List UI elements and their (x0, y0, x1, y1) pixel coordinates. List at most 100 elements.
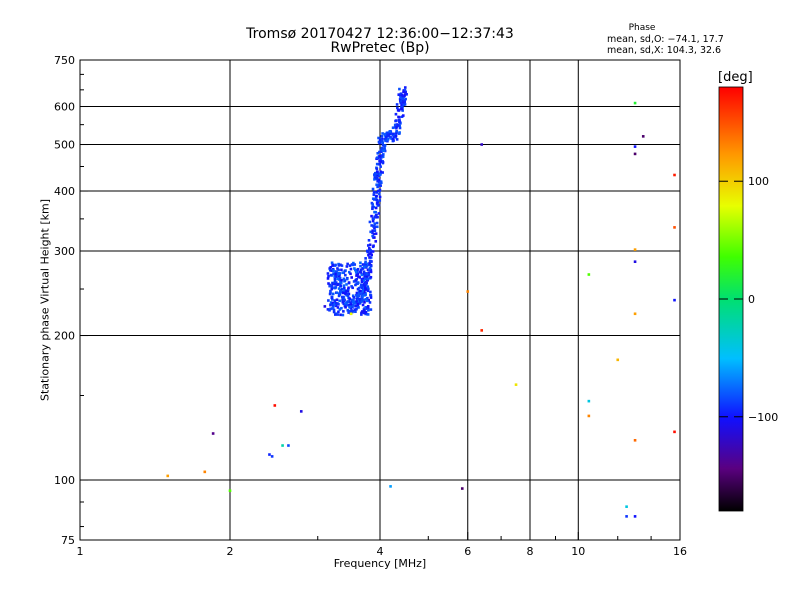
x-tick-label: 8 (527, 545, 534, 558)
trace-point (334, 270, 338, 273)
trace-point (363, 294, 366, 297)
trace-point (363, 284, 367, 288)
trace-point (374, 232, 378, 235)
trace-point (380, 135, 384, 138)
trace-point (371, 231, 374, 234)
scatter-point (673, 173, 676, 177)
colorbar-ticks: 100 0 −100 (719, 175, 778, 424)
trace-point (374, 176, 378, 180)
trace-point (378, 192, 381, 196)
trace-point (396, 123, 400, 127)
trace-point (370, 214, 373, 218)
trace-point (402, 90, 405, 94)
trace-point (338, 292, 342, 295)
trace-point (329, 289, 332, 293)
trace-point (397, 93, 401, 96)
scatter-point (673, 430, 676, 434)
scatter-point (466, 290, 470, 293)
trace-point (403, 100, 407, 104)
trace-point (367, 253, 370, 257)
trace-point (362, 270, 366, 274)
trace-point (352, 309, 356, 313)
trace-point (346, 293, 350, 296)
phase-stats-o: mean, sd,O: −74.1, 17.7 (607, 34, 724, 45)
trace-point (366, 277, 370, 281)
scatter-point (211, 432, 215, 435)
scatter-point (270, 455, 274, 458)
trace-point (362, 265, 366, 269)
trace-point (369, 296, 373, 299)
trace-point (399, 101, 403, 105)
trace-point (345, 303, 349, 307)
trace-point (342, 286, 346, 290)
trace-point (366, 289, 370, 293)
x-tick-label: 4 (377, 545, 384, 558)
trace-point (334, 272, 338, 276)
trace-point (346, 289, 350, 292)
trace-point (378, 173, 382, 176)
trace-point (341, 313, 345, 317)
trace-point (375, 221, 379, 225)
trace-point (364, 260, 367, 264)
trace-point (355, 277, 359, 281)
trace-point (375, 213, 378, 217)
trace-point (372, 244, 375, 248)
trace-point (398, 126, 402, 130)
scatter-point (514, 383, 518, 386)
trace-point (342, 277, 346, 281)
trace-point (379, 170, 383, 174)
trace-point (399, 92, 403, 96)
trace-point (336, 277, 339, 281)
trace-point (366, 304, 370, 308)
trace-point (350, 298, 354, 302)
trace-point (395, 103, 399, 106)
trace-point (369, 230, 372, 234)
trace-point (338, 308, 342, 311)
trace-point (368, 301, 372, 304)
trace-point (337, 310, 340, 314)
trace-point (400, 105, 403, 109)
trace-point (381, 144, 385, 147)
trace-point (364, 291, 367, 295)
trace-point (378, 188, 382, 192)
trace-point (364, 257, 367, 260)
trace-point (338, 272, 342, 275)
trace-point (377, 162, 381, 166)
trace-point (403, 86, 407, 89)
trace-point (378, 150, 381, 154)
trace-point (354, 270, 358, 274)
trace-point (349, 302, 353, 306)
trace-point (363, 286, 367, 290)
trace-point (378, 138, 382, 142)
trace-point (360, 286, 364, 290)
scatter-point (673, 298, 676, 302)
trace-point (331, 282, 335, 285)
trace-point (404, 90, 407, 94)
trace-point (387, 134, 390, 137)
trace-point (327, 282, 330, 285)
trace-point (378, 154, 382, 158)
trace-point (379, 148, 383, 152)
trace-point (383, 133, 387, 136)
trace-point (360, 298, 363, 301)
scatter-point (166, 474, 170, 478)
trace-point (373, 174, 377, 177)
trace-point (334, 281, 338, 284)
trace-point (365, 275, 369, 278)
trace-point (362, 290, 366, 294)
trace-point (330, 295, 334, 299)
trace-point (371, 203, 375, 206)
trace-point (333, 303, 337, 306)
trace-point (373, 198, 376, 201)
trace-point (340, 268, 343, 272)
trace-point (359, 268, 363, 272)
trace-point (352, 261, 355, 265)
trace-point (391, 139, 395, 143)
phase-stats-x: mean, sd,X: 104.3, 32.6 (607, 45, 722, 56)
trace-point (347, 309, 351, 313)
trace-point (329, 307, 332, 311)
trace-point (401, 109, 404, 112)
trace-point (400, 107, 404, 110)
trace-point (371, 229, 374, 232)
trace-point (340, 295, 344, 299)
